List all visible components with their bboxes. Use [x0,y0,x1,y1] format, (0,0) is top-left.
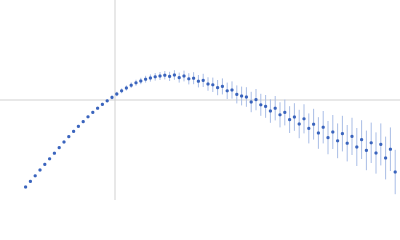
data-point [393,170,397,174]
data-point [254,98,258,102]
data-point [230,88,234,92]
data-point [81,120,85,124]
data-point [48,157,52,161]
data-point [91,110,95,114]
data-point [292,115,296,119]
data-point [110,95,114,99]
data-point [225,89,229,93]
data-point [33,174,37,178]
data-point [158,74,162,78]
data-point [76,124,80,128]
data-point [67,135,71,139]
data-point [38,168,42,172]
data-point [288,118,292,122]
data-point [364,148,368,152]
data-point [312,122,316,126]
data-point [388,147,392,151]
data-point [345,141,349,145]
data-point [216,86,220,90]
data-point [379,142,383,146]
data-point [340,132,344,136]
data-point [283,110,287,114]
data-point [336,139,340,143]
data-point [273,106,277,110]
data-point [259,103,263,107]
data-point [182,74,186,78]
data-point [86,115,90,119]
data-point [350,134,354,138]
data-point [96,106,100,110]
data-point [24,185,28,189]
data-point [52,151,57,155]
data-point [240,94,244,98]
data-point [57,146,61,150]
data-point [297,122,301,126]
data-point [139,79,143,83]
data-point [134,81,138,85]
data-point [100,102,104,106]
data-point [172,73,176,77]
data-point [302,117,306,121]
data-point [177,76,181,80]
data-point [43,162,47,166]
data-point [129,83,133,87]
data-point [369,141,373,145]
data-point [148,76,152,80]
data-point [144,77,148,81]
data-point [326,136,330,140]
data-point [220,84,224,88]
data-point [268,109,272,113]
page: (() => { const data = JSON.parse(documen… [0,0,400,200]
data-point [244,95,248,99]
data-point [168,74,172,78]
data-point [321,125,325,129]
data-point [163,73,167,77]
data-point [115,92,119,96]
data-point [307,126,311,130]
data-point [331,130,335,134]
data-point [153,75,157,79]
data-point [316,131,320,135]
data-point [264,104,268,108]
data-point [360,138,364,142]
data-point [72,129,76,133]
data-point [196,79,200,83]
data-point [105,99,109,103]
data-point [249,100,253,104]
data-point [201,78,205,82]
data-point [374,151,378,155]
chart [0,0,400,200]
data-point [235,92,239,96]
data-point [187,77,191,81]
data-point [355,145,359,149]
data-point [211,83,215,87]
data-point [192,76,196,80]
data-point [62,140,66,144]
data-point [206,82,210,86]
data-point [120,89,124,93]
data-point [278,113,282,117]
data-point [384,156,388,160]
data-point [28,179,32,183]
data-point [124,86,128,90]
